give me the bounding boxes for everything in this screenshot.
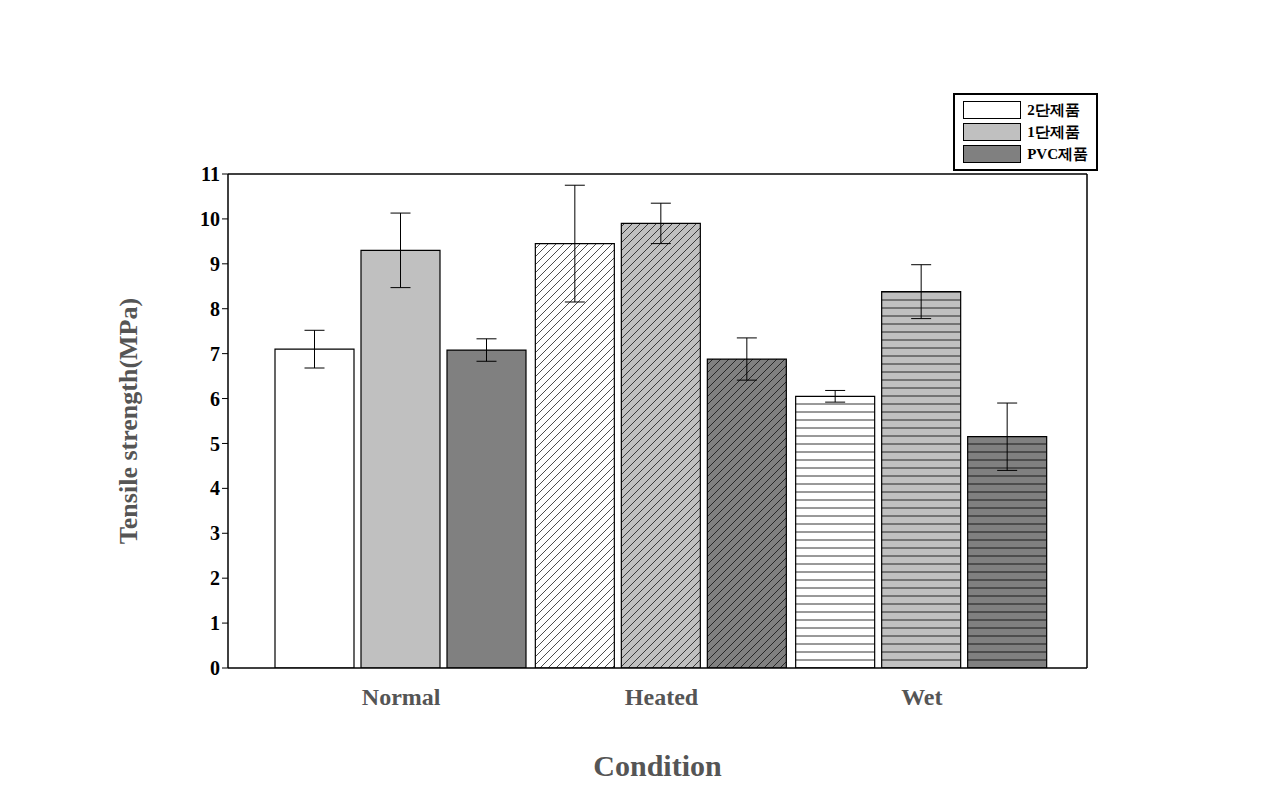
html-text:1단제품: 1단제품: [1027, 123, 1080, 140]
svg-text:8: 8: [210, 298, 220, 320]
svg-text:4: 4: [210, 477, 220, 499]
svg-text:0: 0: [210, 657, 220, 679]
svg-text:Tensile strength(MPa): Tensile strength(MPa): [114, 298, 143, 544]
svg-text:5: 5: [210, 433, 220, 455]
svg-text:11: 11: [201, 163, 220, 185]
svg-text:1: 1: [210, 612, 220, 634]
svg-text:9: 9: [210, 253, 220, 275]
html-text:PVC제품: PVC제품: [1027, 145, 1088, 162]
svg-text:Condition: Condition: [593, 749, 722, 782]
html-text:2단제품: 2단제품: [1027, 101, 1080, 118]
svg-text:6: 6: [210, 388, 220, 410]
svg-text:Heated: Heated: [625, 684, 699, 710]
svg-text:10: 10: [200, 208, 220, 230]
svg-text:7: 7: [210, 343, 220, 365]
svg-text:2: 2: [210, 567, 220, 589]
svg-text:Normal: Normal: [362, 684, 441, 710]
svg-text:3: 3: [210, 522, 220, 544]
svg-text:Wet: Wet: [901, 684, 942, 710]
